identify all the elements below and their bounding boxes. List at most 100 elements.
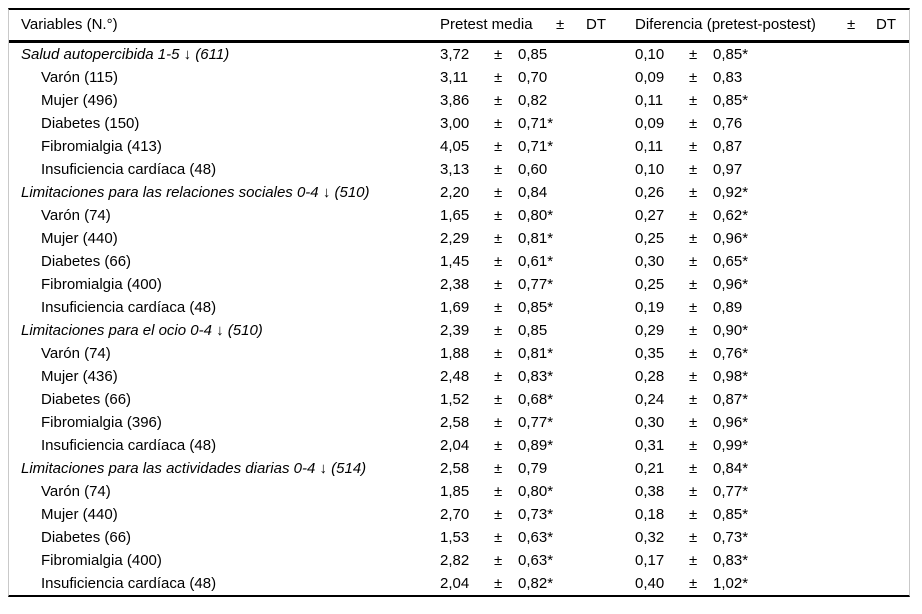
pretest-mean-value: 2,70: [440, 506, 470, 523]
diferencia-dt-value: 0,96*: [713, 414, 749, 431]
diferencia-dt-value: 0,62*: [713, 207, 749, 224]
variable-label: Fibromialgia (400): [41, 552, 162, 569]
diferencia-dt-value: 0,85*: [713, 46, 749, 63]
variable-label: Limitaciones para las actividades diaria…: [21, 460, 367, 477]
plus-minus-symbol: ±: [689, 322, 698, 339]
pretest-mean-value: 2,82: [440, 552, 470, 569]
plus-minus-symbol: ±: [689, 69, 698, 86]
variable-label: Insuficiencia cardíaca (48): [41, 437, 217, 454]
plus-minus-symbol: ±: [494, 460, 503, 477]
plus-minus-symbol: ±: [689, 506, 698, 523]
pretest-mean-value: 1,85: [440, 483, 470, 500]
table-row: Fibromialgia (400) 2,38 ±0,77* 0,25 ±0,96*: [9, 273, 909, 296]
table-row: Diabetes (66) 1,52 ±0,68* 0,24 ±0,87*: [9, 388, 909, 411]
diferencia-dt-value: 0,83: [713, 69, 743, 86]
variable-label: Insuficiencia cardíaca (48): [41, 575, 217, 592]
plus-minus-symbol: ±: [689, 368, 698, 385]
diferencia-mean-value: 0,30: [635, 414, 665, 431]
plus-minus-symbol: ±: [689, 414, 698, 431]
plus-minus-symbol: ±: [494, 299, 503, 316]
column-header-pretest: Pretest media: [440, 16, 533, 33]
plus-minus-symbol: ±: [689, 46, 698, 63]
diferencia-mean-value: 0,10: [635, 161, 665, 178]
pretest-dt-value: 0,85: [518, 46, 548, 63]
plus-minus-symbol: ±: [494, 46, 503, 63]
table-row: Mujer (440) 2,29 ±0,81* 0,25 ±0,96*: [9, 227, 909, 250]
plus-minus-symbol: ±: [689, 138, 698, 155]
plus-minus-symbol: ±: [494, 368, 503, 385]
pretest-mean-value: 2,39: [440, 322, 470, 339]
diferencia-mean-value: 0,27: [635, 207, 665, 224]
table-row: Mujer (436) 2,48 ±0,83* 0,28 ±0,98*: [9, 365, 909, 388]
pretest-dt-value: 0,77*: [518, 276, 554, 293]
plus-minus-symbol: ±: [689, 483, 698, 500]
diferencia-dt-value: 0,96*: [713, 230, 749, 247]
variable-label: Limitaciones para el ocio 0-4 ↓ (510): [21, 322, 263, 339]
pretest-dt-value: 0,61*: [518, 253, 554, 270]
diferencia-dt-value: 0,77*: [713, 483, 749, 500]
diferencia-dt-value: 0,92*: [713, 184, 749, 201]
diferencia-mean-value: 0,30: [635, 253, 665, 270]
pretest-mean-value: 3,72: [440, 46, 470, 63]
pretest-dt-value: 0,84: [518, 184, 548, 201]
diferencia-mean-value: 0,35: [635, 345, 665, 362]
plus-minus-symbol: ±: [494, 184, 503, 201]
plus-minus-symbol: ±: [494, 552, 503, 569]
plus-minus-symbol: ±: [494, 161, 503, 178]
table-row: Varón (74) 1,65 ±0,80* 0,27 ±0,62*: [9, 204, 909, 227]
table-row: Limitaciones para las actividades diaria…: [9, 457, 909, 480]
table-row: Insuficiencia cardíaca (48) 3,13 ±0,60 0,10…: [9, 158, 909, 181]
diferencia-mean-value: 0,18: [635, 506, 665, 523]
diferencia-mean-value: 0,19: [635, 299, 665, 316]
plus-minus-symbol: ±: [689, 437, 698, 454]
plus-minus-symbol: ±: [494, 506, 503, 523]
plus-minus-symbol: ±: [494, 529, 503, 546]
table-row: Fibromialgia (413) 4,05 ±0,71* 0,11 ±0,87: [9, 135, 909, 158]
diferencia-dt-value: 0,73*: [713, 529, 749, 546]
pretest-mean-value: 1,53: [440, 529, 470, 546]
pretest-dt-value: 0,83*: [518, 368, 554, 385]
diferencia-mean-value: 0,17: [635, 552, 665, 569]
pretest-mean-value: 2,04: [440, 575, 470, 592]
plus-minus-symbol: ±: [689, 92, 698, 109]
plus-minus-symbol: ±: [494, 437, 503, 454]
plus-minus-symbol: ±: [689, 115, 698, 132]
pretest-mean-value: 1,65: [440, 207, 470, 224]
table-row: Mujer (496) 3,86 ±0,82 0,11 ±0,85*: [9, 89, 909, 112]
diferencia-mean-value: 0,28: [635, 368, 665, 385]
diferencia-dt-value: 1,02*: [713, 575, 749, 592]
variable-label: Mujer (440): [41, 230, 118, 247]
pretest-dt-value: 0,85: [518, 322, 548, 339]
variable-label: Salud autopercibida 1-5 ↓ (611): [21, 46, 230, 63]
plus-minus-symbol: ±: [494, 253, 503, 270]
pretest-mean-value: 2,58: [440, 414, 470, 431]
column-header-variables: Variables (N.°): [21, 16, 118, 33]
diferencia-mean-value: 0,25: [635, 276, 665, 293]
variable-label: Mujer (436): [41, 368, 118, 385]
table-row: Limitaciones para las relaciones sociale…: [9, 181, 909, 204]
pretest-dt-value: 0,77*: [518, 414, 554, 431]
plus-minus-symbol: ±: [689, 276, 698, 293]
pretest-dt-value: 0,63*: [518, 529, 554, 546]
column-header-diferencia: Diferencia (pretest-postest): [635, 16, 816, 33]
plus-minus-symbol: ±: [494, 414, 503, 431]
variable-label: Varón (74): [41, 345, 111, 362]
table-row: Insuficiencia cardíaca (48) 2,04 ±0,82* 0,4…: [9, 572, 909, 595]
pretest-dt-value: 0,60: [518, 161, 548, 178]
diferencia-dt-value: 0,99*: [713, 437, 749, 454]
diferencia-mean-value: 0,10: [635, 46, 665, 63]
pretest-dt-value: 0,71*: [518, 138, 554, 155]
variable-label: Diabetes (66): [41, 391, 132, 408]
pretest-mean-value: 2,29: [440, 230, 470, 247]
diferencia-dt-value: 0,98*: [713, 368, 749, 385]
diferencia-dt-value: 0,87*: [713, 391, 749, 408]
pretest-dt-value: 0,82: [518, 92, 548, 109]
pretest-dt-value: 0,81*: [518, 345, 554, 362]
table-row: Limitaciones para el ocio 0-4 ↓ (510) 2,3…: [9, 319, 909, 342]
plus-minus-symbol: ±: [494, 138, 503, 155]
table-row: Varón (74) 1,88 ±0,81* 0,35 ±0,76*: [9, 342, 909, 365]
diferencia-mean-value: 0,31: [635, 437, 665, 454]
plus-minus-symbol: ±: [494, 483, 503, 500]
plus-minus-symbol: ±: [689, 575, 698, 592]
plus-minus-symbol: ±: [494, 115, 503, 132]
